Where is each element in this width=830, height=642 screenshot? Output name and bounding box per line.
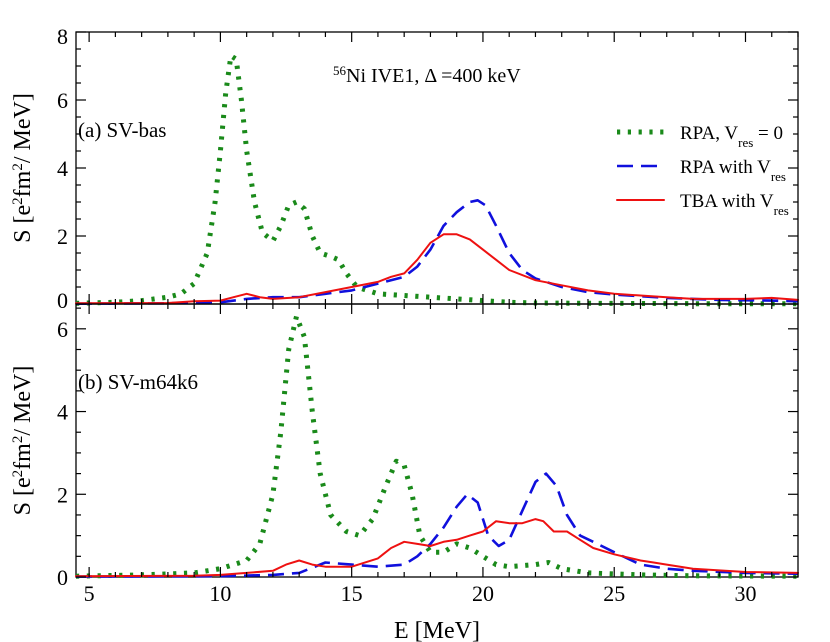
y-tick-label: 2 xyxy=(57,482,68,507)
series-line-1 xyxy=(75,53,798,307)
y-tick-label: 4 xyxy=(57,156,68,181)
plot-frame xyxy=(75,303,799,578)
legend-label-1: RPA, Vres = 0 xyxy=(680,123,783,150)
series-line-1 xyxy=(75,313,799,579)
legend-label-2: RPA with Vres xyxy=(680,157,786,184)
y-axis-label: S [e2fm2/ MeV] xyxy=(10,93,36,243)
y-axis-label: S [e2fm2/ MeV] xyxy=(10,366,36,516)
y-tick-label: 8 xyxy=(57,24,68,49)
y-tick-label: 0 xyxy=(57,565,68,590)
series-line-2 xyxy=(75,472,799,578)
y-tick-label: 4 xyxy=(57,400,68,425)
panel-label: (a) SV-bas xyxy=(78,118,166,142)
series-line-3 xyxy=(75,233,799,305)
x-axis-label: E [MeV] xyxy=(394,618,480,642)
series-line-3 xyxy=(75,518,799,578)
panel-label: (b) SV-m64k6 xyxy=(78,370,198,394)
x-tick-label: 15 xyxy=(341,581,363,606)
series-line-2 xyxy=(75,199,799,305)
y-tick-label: 0 xyxy=(57,288,68,313)
legend-label-3: TBA with Vres xyxy=(680,191,789,218)
x-tick-label: 5 xyxy=(84,581,95,606)
x-tick-label: 25 xyxy=(603,581,625,606)
chart-title: 56Ni IVE1, Δ =400 keV xyxy=(333,63,521,88)
x-tick-label: 10 xyxy=(209,581,231,606)
panel-b-chart: 0 2 4 6 5 10 15 20 25 30 E [MeV] S [e2fm2/ MeV] (b) … xyxy=(10,303,799,642)
y-tick-label: 6 xyxy=(57,88,68,113)
y-tick-label: 2 xyxy=(57,224,68,249)
x-tick-label: 20 xyxy=(472,581,494,606)
x-tick-label: 30 xyxy=(734,581,756,606)
y-tick-label: 6 xyxy=(57,317,68,342)
panel-a-chart: 0 2 4 6 8 S [e2fm2/ MeV] (a) SV-bas 56Ni IVE1, … xyxy=(10,24,799,313)
